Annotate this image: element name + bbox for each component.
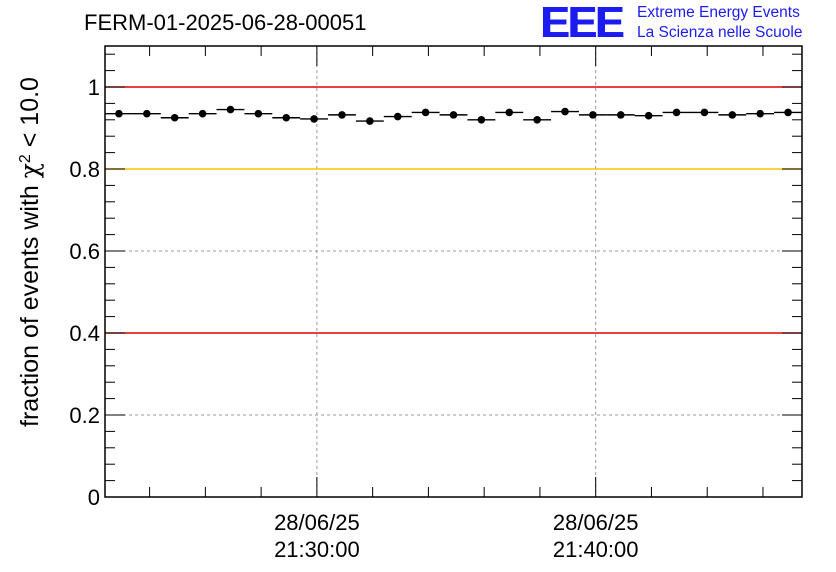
data-point (449, 111, 458, 119)
axis-ticks (105, 46, 802, 498)
data-point (756, 109, 764, 118)
data-points (105, 105, 802, 125)
x-tick-label-date: 28/06/25 (274, 510, 360, 535)
data-point (644, 111, 653, 120)
x-tick-label-date: 28/06/25 (553, 510, 639, 535)
data-point (226, 105, 235, 114)
data-point (505, 108, 514, 117)
x-tick-label-time: 21:40:00 (553, 537, 639, 562)
y-tick-label: 0 (88, 485, 100, 510)
data-point (728, 111, 737, 119)
data-point (616, 111, 625, 119)
data-point (282, 113, 291, 122)
data-point (784, 108, 792, 117)
y-axis-title-tail: < 10.0 (16, 77, 44, 154)
y-tick-label: 0.2 (69, 403, 100, 428)
y-tick-label: 1 (88, 75, 100, 100)
plot-frame (104, 45, 803, 498)
y-axis-title-sup: 2 (17, 154, 34, 163)
data-point (366, 117, 374, 125)
data-point (421, 108, 430, 117)
data-point (700, 108, 709, 117)
data-point (477, 116, 486, 124)
x-tick-label-time: 21:30:00 (274, 537, 360, 562)
y-axis-title: fraction of events with χ2 < 10.0 (15, 77, 44, 427)
data-point (393, 112, 402, 121)
data-point (589, 111, 597, 119)
data-point (198, 109, 207, 118)
data-point (561, 107, 569, 116)
y-tick-label: 0.4 (69, 321, 100, 346)
y-tick-label: 0.8 (69, 157, 100, 182)
run-title: FERM-01-2025-06-28-00051 (84, 10, 367, 35)
data-point (310, 115, 318, 123)
reference-lines (105, 86, 802, 334)
data-point (115, 109, 123, 118)
data-point (143, 109, 151, 118)
logo-caption-line1: Extreme Energy Events (637, 4, 800, 21)
logo-caption-line2: La Scienza nelle Scuole (637, 24, 803, 41)
eee-logo: EEE (540, 0, 624, 47)
tick-labels: 00.20.40.60.8128/06/2521:30:0028/06/2521… (69, 75, 638, 562)
y-axis-title-main: fraction of events with (16, 178, 44, 427)
data-point (533, 116, 541, 124)
y-axis-title-symbol: χ (15, 163, 44, 178)
data-point (338, 111, 346, 119)
data-point (170, 113, 179, 122)
data-point (254, 109, 263, 118)
data-point (672, 108, 681, 117)
y-tick-label: 0.6 (69, 239, 100, 264)
